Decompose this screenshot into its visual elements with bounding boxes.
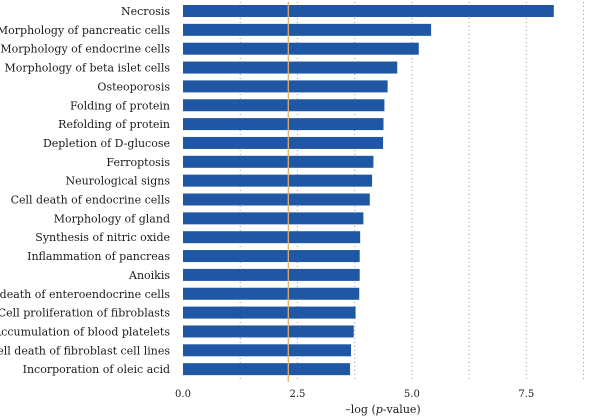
bar [183, 61, 398, 74]
bar [183, 363, 351, 376]
bar [183, 306, 356, 319]
x-tick-label: 0.0 [175, 389, 191, 400]
bars [183, 5, 554, 376]
bar [183, 325, 354, 338]
category-label: Neurological signs [66, 175, 171, 188]
bar [183, 23, 432, 36]
bar [183, 231, 361, 244]
category-label: Depletion of D-glucose [43, 137, 170, 150]
bar [183, 155, 374, 168]
bar [183, 250, 360, 263]
bar [183, 174, 373, 187]
x-axis-title-italic: p [376, 403, 383, 416]
bar [183, 136, 384, 149]
category-label: Morphology of pancreatic cells [0, 24, 170, 37]
bar [183, 193, 370, 206]
grid-lines [239, 2, 585, 382]
bar [183, 344, 352, 357]
category-label: Cell death of enteroendocrine cells [0, 288, 170, 301]
x-tick-labels: 0.0 2.5 5.0 7.5 [175, 389, 534, 400]
x-axis-title-prefix: –log ( [345, 403, 375, 416]
category-label: Osteoporosis [97, 80, 170, 93]
category-label: Ferroptosis [106, 156, 170, 169]
category-label: Cell proliferation of fibroblasts [0, 307, 170, 320]
category-label: Inflammation of pancreas [27, 250, 170, 263]
bar [183, 287, 360, 300]
category-label: Morphology of gland [54, 212, 170, 225]
bar [183, 5, 554, 17]
x-axis-title: –log (p-value) [345, 403, 420, 416]
category-label: Cell death of endocrine cells [11, 194, 171, 207]
category-label: Morphology of beta islet cells [5, 62, 171, 75]
category-label: Synthesis of nitric oxide [35, 231, 170, 244]
bar [183, 99, 385, 112]
x-tick-label: 5.0 [404, 389, 420, 400]
bar [183, 212, 364, 225]
x-tick-label: 7.5 [518, 389, 534, 400]
category-label: Anoikis [128, 269, 170, 282]
category-label: Necrosis [121, 5, 170, 18]
category-label: Incorporation of oleic acid [23, 363, 170, 376]
bar [183, 80, 388, 93]
bar [183, 268, 360, 281]
x-tick-label: 2.5 [289, 389, 305, 400]
category-label: Accumulation of blood platelets [0, 325, 170, 338]
category-label: Morphology of endocrine cells [0, 43, 170, 56]
category-labels: Necrosis Morphology of pancreatic cells Mo… [0, 5, 170, 376]
bar [183, 118, 384, 131]
category-label: Folding of protein [70, 99, 170, 112]
bar [183, 42, 419, 55]
category-label: Cell death of fibroblast cell lines [0, 344, 170, 357]
x-axis-title-suffix: -value) [383, 403, 421, 416]
category-label: Refolding of protein [58, 118, 170, 131]
